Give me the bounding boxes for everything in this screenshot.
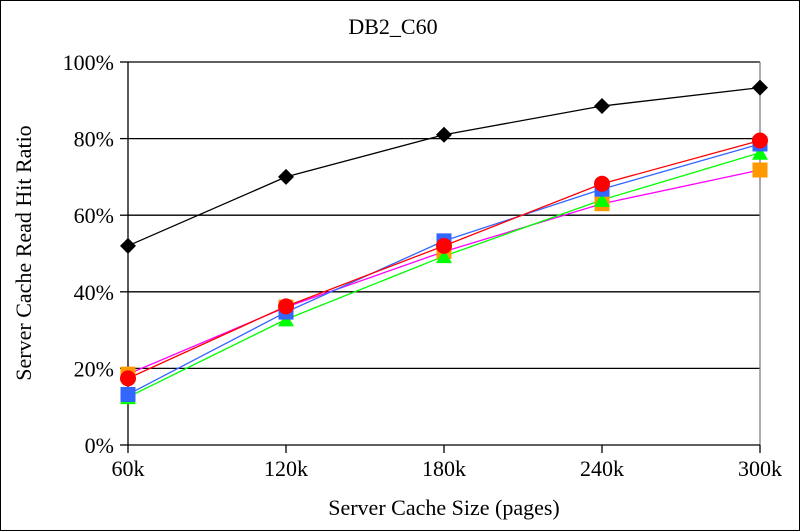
x-tick-label: 240k [580,456,624,481]
y-tick-labels: 0% 20% 40% 60% 80% 100% [63,50,114,458]
series-green-triangle-line [127,152,761,398]
series-green-triangle-point [436,249,452,264]
series-magenta-orange-square-line [127,169,761,375]
series-black-diamond-point [752,79,768,96]
series-red-circle-point [278,298,294,315]
y-tick-label: 100% [63,50,114,75]
series-red-circle-point [594,175,610,192]
chart-title: DB2_C60 [348,14,437,39]
series-black-diamond-point [594,98,610,115]
series-blue-square-point [120,386,136,402]
x-tick-label: 300k [738,456,782,481]
series-black-diamond-point [120,237,136,254]
series-group [120,79,768,405]
y-tick-label: 20% [74,356,114,381]
y-axis-label: Server Cache Read Hit Ratio [11,125,36,380]
y-tick-label: 60% [74,203,114,228]
gridlines [128,61,760,370]
series-red-circle-point [752,132,768,149]
series-black-diamond-point [278,168,294,185]
x-tick-labels: 60k 120k 180k 240k 300k [112,456,783,481]
series-black-diamond-point [436,126,452,143]
x-tick-label: 60k [112,456,145,481]
x-tick-label: 120k [264,456,308,481]
series-green-triangle-point [752,145,768,160]
series-red-circle-point [436,237,452,254]
series-green-triangle-point [594,192,610,207]
y-tick-label: 0% [85,433,114,458]
y-tick-label: 80% [74,127,114,152]
series-magenta-orange-square-point [752,162,768,178]
x-tick-label: 180k [422,456,466,481]
x-axis-label: Server Cache Size (pages) [328,495,560,520]
series-red-circle-point [120,370,136,387]
y-tick-label: 40% [74,280,114,305]
